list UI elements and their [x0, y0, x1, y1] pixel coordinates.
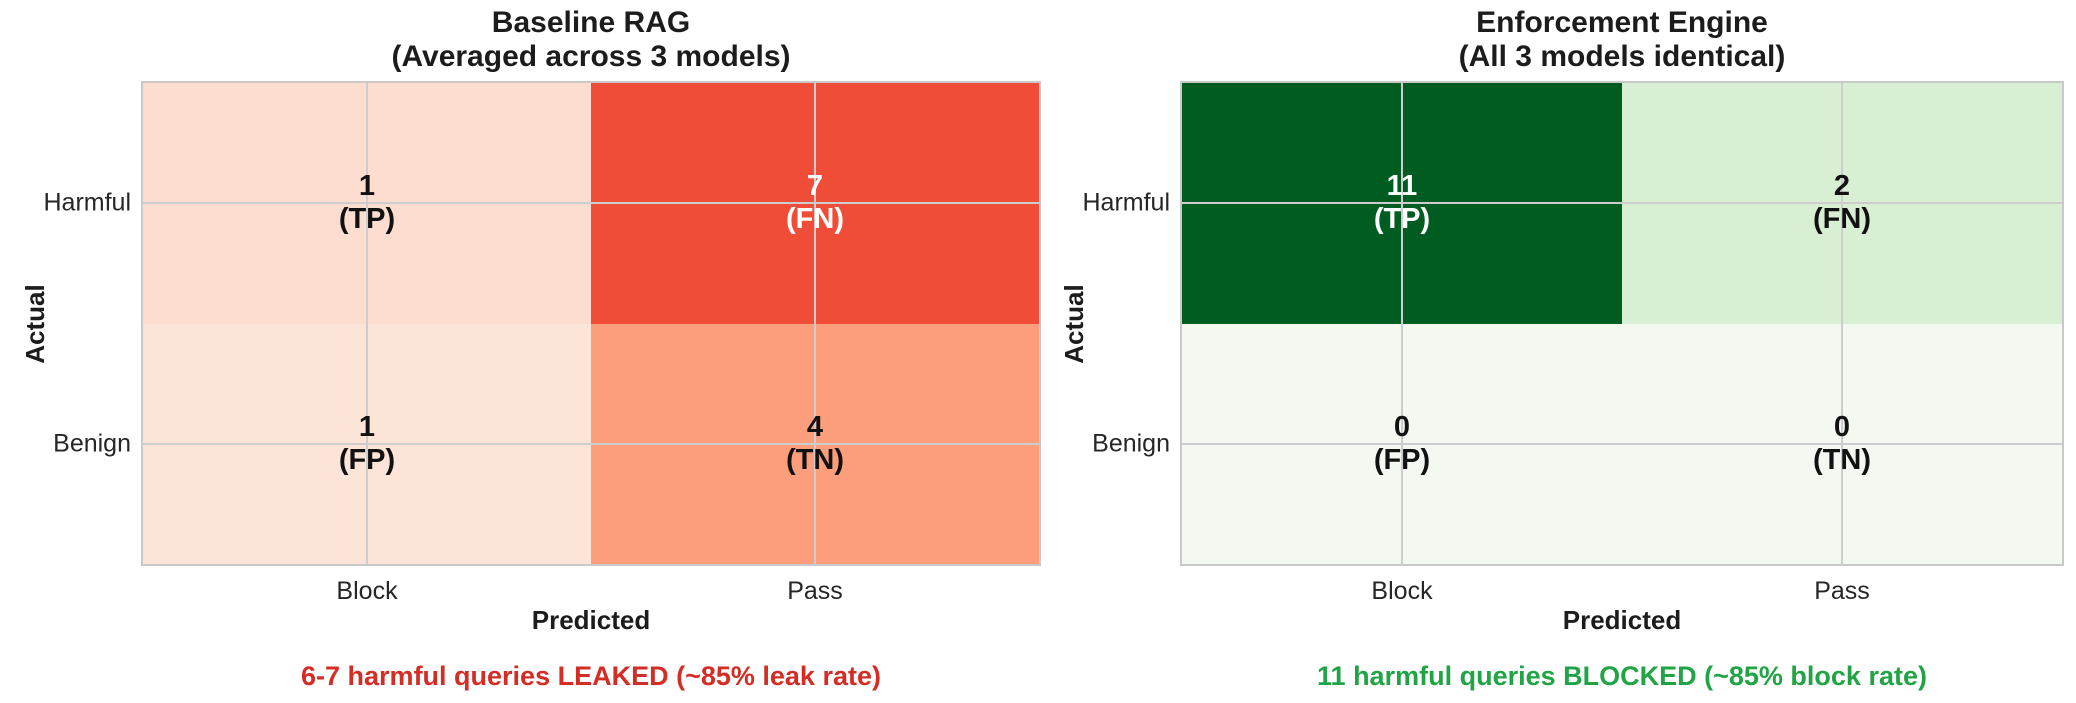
leak-rate-caption: 6-7 harmful queries LEAKED (~85% leak ra… [301, 661, 881, 691]
y-axis-label: Actual [20, 283, 50, 364]
gridline-horizontal [1182, 202, 2062, 205]
cell-value: 2 [1833, 170, 1851, 203]
panel-title: Enforcement Engine (All 3 models identic… [1459, 6, 1786, 74]
baseline-rag-panel: Baseline RAG (Averaged across 3 models) … [20, 6, 1041, 691]
cell-tag: (FN) [786, 203, 844, 236]
gridline-horizontal [1182, 442, 2062, 445]
gridline-horizontal [143, 202, 1039, 205]
baseline-confusion-matrix-plot: Baseline RAG (Averaged across 3 models) … [20, 6, 1041, 691]
ytick-benign: Benign [1092, 429, 1170, 458]
panel-title-line2: (Averaged across 3 models) [391, 40, 791, 73]
cell-annotation-fn: 7 (FN) [786, 170, 844, 236]
cell-tag: (FN) [1813, 203, 1871, 236]
x-axis-label: Predicted [531, 605, 651, 635]
cell-annotation-tp: 11 (TP) [1374, 170, 1430, 236]
cell-annotation-tp: 1 (TP) [339, 170, 395, 236]
enforcement-confusion-matrix-plot: Enforcement Engine (All 3 models identic… [1059, 6, 2064, 691]
gridline-vertical [366, 83, 368, 564]
panel-title-line2: (All 3 models identical) [1458, 40, 1786, 73]
cell-value: 0 [1833, 410, 1851, 443]
cell-value: 4 [806, 410, 824, 443]
ytick-harmful: Harmful [43, 188, 131, 217]
gridline-vertical [1841, 83, 1843, 564]
cell-value: 11 [1386, 170, 1418, 203]
cell-value: 1 [358, 170, 376, 203]
cell-value: 1 [358, 410, 376, 443]
cell-tag: (FP) [1373, 443, 1431, 476]
panel-title-line1: Enforcement Engine [1476, 6, 1768, 39]
xtick-block: Block [336, 577, 398, 605]
cell-annotation-tn: 4 (TN) [786, 411, 844, 477]
cell-annotation-fp: 1 (FP) [339, 411, 395, 477]
cell-annotation-fp: 0 (FP) [1374, 411, 1430, 477]
panel-title-line1: Baseline RAG [491, 6, 691, 39]
panel-title: Baseline RAG (Averaged across 3 models) [391, 6, 790, 74]
ytick-harmful: Harmful [1082, 188, 1170, 217]
enforcement-engine-panel: Enforcement Engine (All 3 models identic… [1039, 0, 2076, 703]
cell-tag: (TN) [1813, 443, 1871, 476]
gridline-horizontal [143, 442, 1039, 445]
cell-annotation-fn: 2 (FN) [1813, 170, 1871, 236]
cell-tag: (TP) [338, 203, 396, 236]
gridline-vertical [1401, 83, 1403, 564]
xtick-pass: Pass [1814, 577, 1870, 605]
xtick-block: Block [1371, 577, 1433, 605]
cell-tag: (TP) [1373, 203, 1431, 236]
cell-tag: (FP) [338, 443, 396, 476]
block-rate-caption: 11 harmful queries BLOCKED (~85% block r… [1317, 661, 1927, 691]
cell-value: 0 [1393, 410, 1411, 443]
y-axis-label: Actual [1059, 283, 1089, 364]
cell-value: 7 [806, 170, 824, 203]
cell-annotation-tn: 0 (TN) [1813, 411, 1871, 477]
xtick-pass: Pass [787, 577, 843, 605]
gridline-vertical [814, 83, 816, 564]
x-axis-label: Predicted [1562, 605, 1682, 635]
cell-tag: (TN) [786, 443, 844, 476]
ytick-benign: Benign [53, 429, 131, 458]
